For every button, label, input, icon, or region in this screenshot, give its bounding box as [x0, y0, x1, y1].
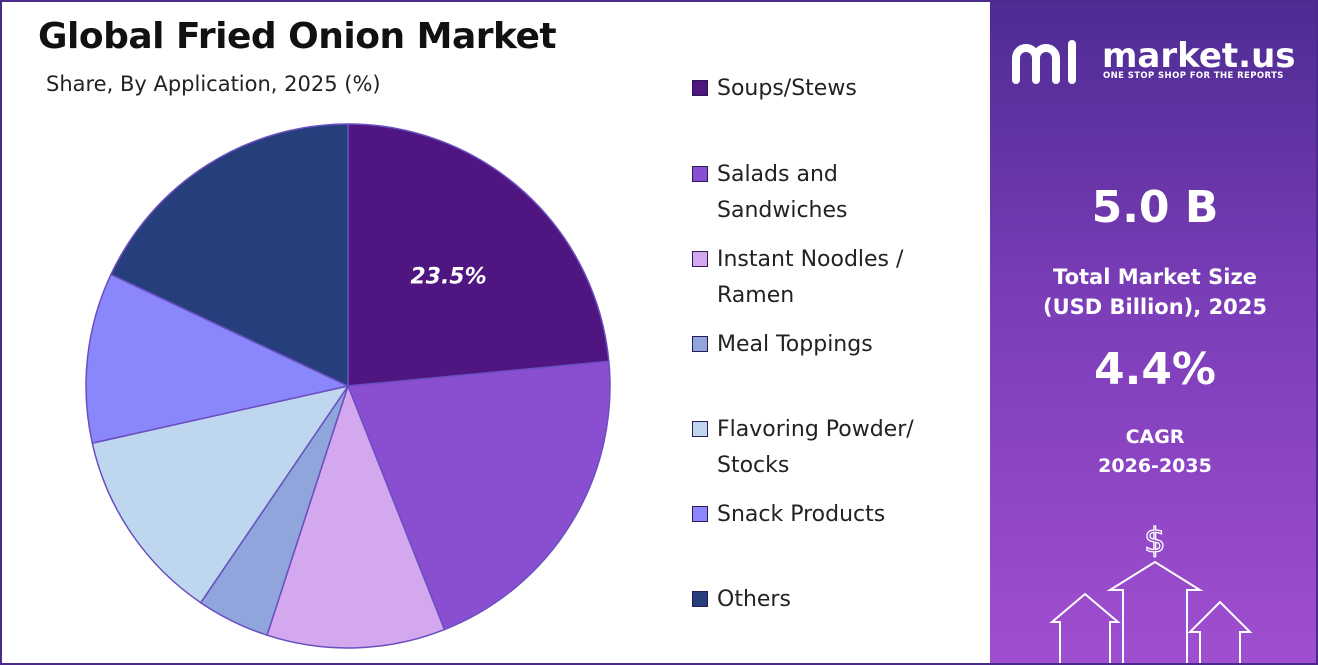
- brand-tagline: ONE STOP SHOP FOR THE REPORTS: [1103, 71, 1284, 81]
- legend-label: Instant Noodles / Ramen: [717, 247, 904, 308]
- market-size-label-line2: (USD Billion), 2025: [1042, 295, 1268, 319]
- cagr-label-line1: CAGR: [1125, 426, 1185, 448]
- legend-item-meal-toppings: Meal Toppings: [692, 330, 967, 363]
- chart-subtitle: Share, By Application, 2025 (%): [46, 72, 381, 96]
- legend-label: Soups/Stews: [717, 76, 857, 101]
- market-size-label-line1: Total Market Size: [1053, 265, 1257, 289]
- brand-name: market.us: [1102, 36, 1296, 76]
- legend-swatch: [692, 591, 708, 607]
- legend-item-salads-sandwiches: Salads and Sandwiches: [692, 160, 917, 229]
- legend-item-others: Others: [692, 585, 967, 618]
- legend-swatch: [692, 336, 708, 352]
- cagr-value: 4.4%: [1093, 344, 1217, 395]
- legend-item-flavoring-powder: Flavoring Powder/ Stocks: [692, 415, 957, 484]
- legend-label: Meal Toppings: [717, 332, 873, 357]
- legend-swatch: [692, 506, 708, 522]
- legend-item-soups-stews: Soups/Stews: [692, 74, 967, 107]
- legend-swatch: [692, 166, 708, 182]
- legend-swatch: [692, 251, 708, 267]
- brand-logo: market.us ONE STOP SHOP FOR THE REPORTS: [1010, 36, 1310, 86]
- pie-slice-others: [109, 123, 349, 388]
- pie-slice-snack-products: [85, 273, 351, 445]
- legend-label: Flavoring Powder/ Stocks: [717, 417, 914, 478]
- legend-item-snack-products: Snack Products: [692, 500, 967, 533]
- pie-slice-salads-and-sandwiches: [346, 360, 611, 631]
- market-size-value: 5.0 B: [1091, 182, 1219, 233]
- chart-title: Global Fried Onion Market: [38, 16, 557, 57]
- dollar-growth-arrows-icon: $: [1049, 520, 1253, 663]
- svg-text:$: $: [1144, 521, 1166, 561]
- pie-slice-flavoring-powder-stocks: [91, 384, 350, 604]
- legend-item-instant-noodles: Instant Noodles / Ramen: [692, 245, 947, 314]
- legend: Soups/Stews Salads and Sandwiches Instan…: [692, 2, 982, 663]
- legend-label: Snack Products: [717, 502, 886, 527]
- legend-swatch: [692, 80, 708, 96]
- pie-data-label: 23.5%: [410, 265, 486, 290]
- cagr-label-line2: 2026-2035: [1098, 455, 1212, 477]
- pie-slice-soups-stews: [347, 123, 610, 387]
- pie-slice-instant-noodles-ramen: [266, 383, 446, 649]
- legend-label: Others: [717, 587, 791, 612]
- legend-swatch: [692, 421, 708, 437]
- summary-panel: market.us ONE STOP SHOP FOR THE REPORTS …: [990, 2, 1316, 663]
- legend-label: Salads and Sandwiches: [717, 162, 848, 223]
- market-us-logo-icon: [1012, 40, 1076, 84]
- pie-chart: 23.5%: [85, 123, 611, 649]
